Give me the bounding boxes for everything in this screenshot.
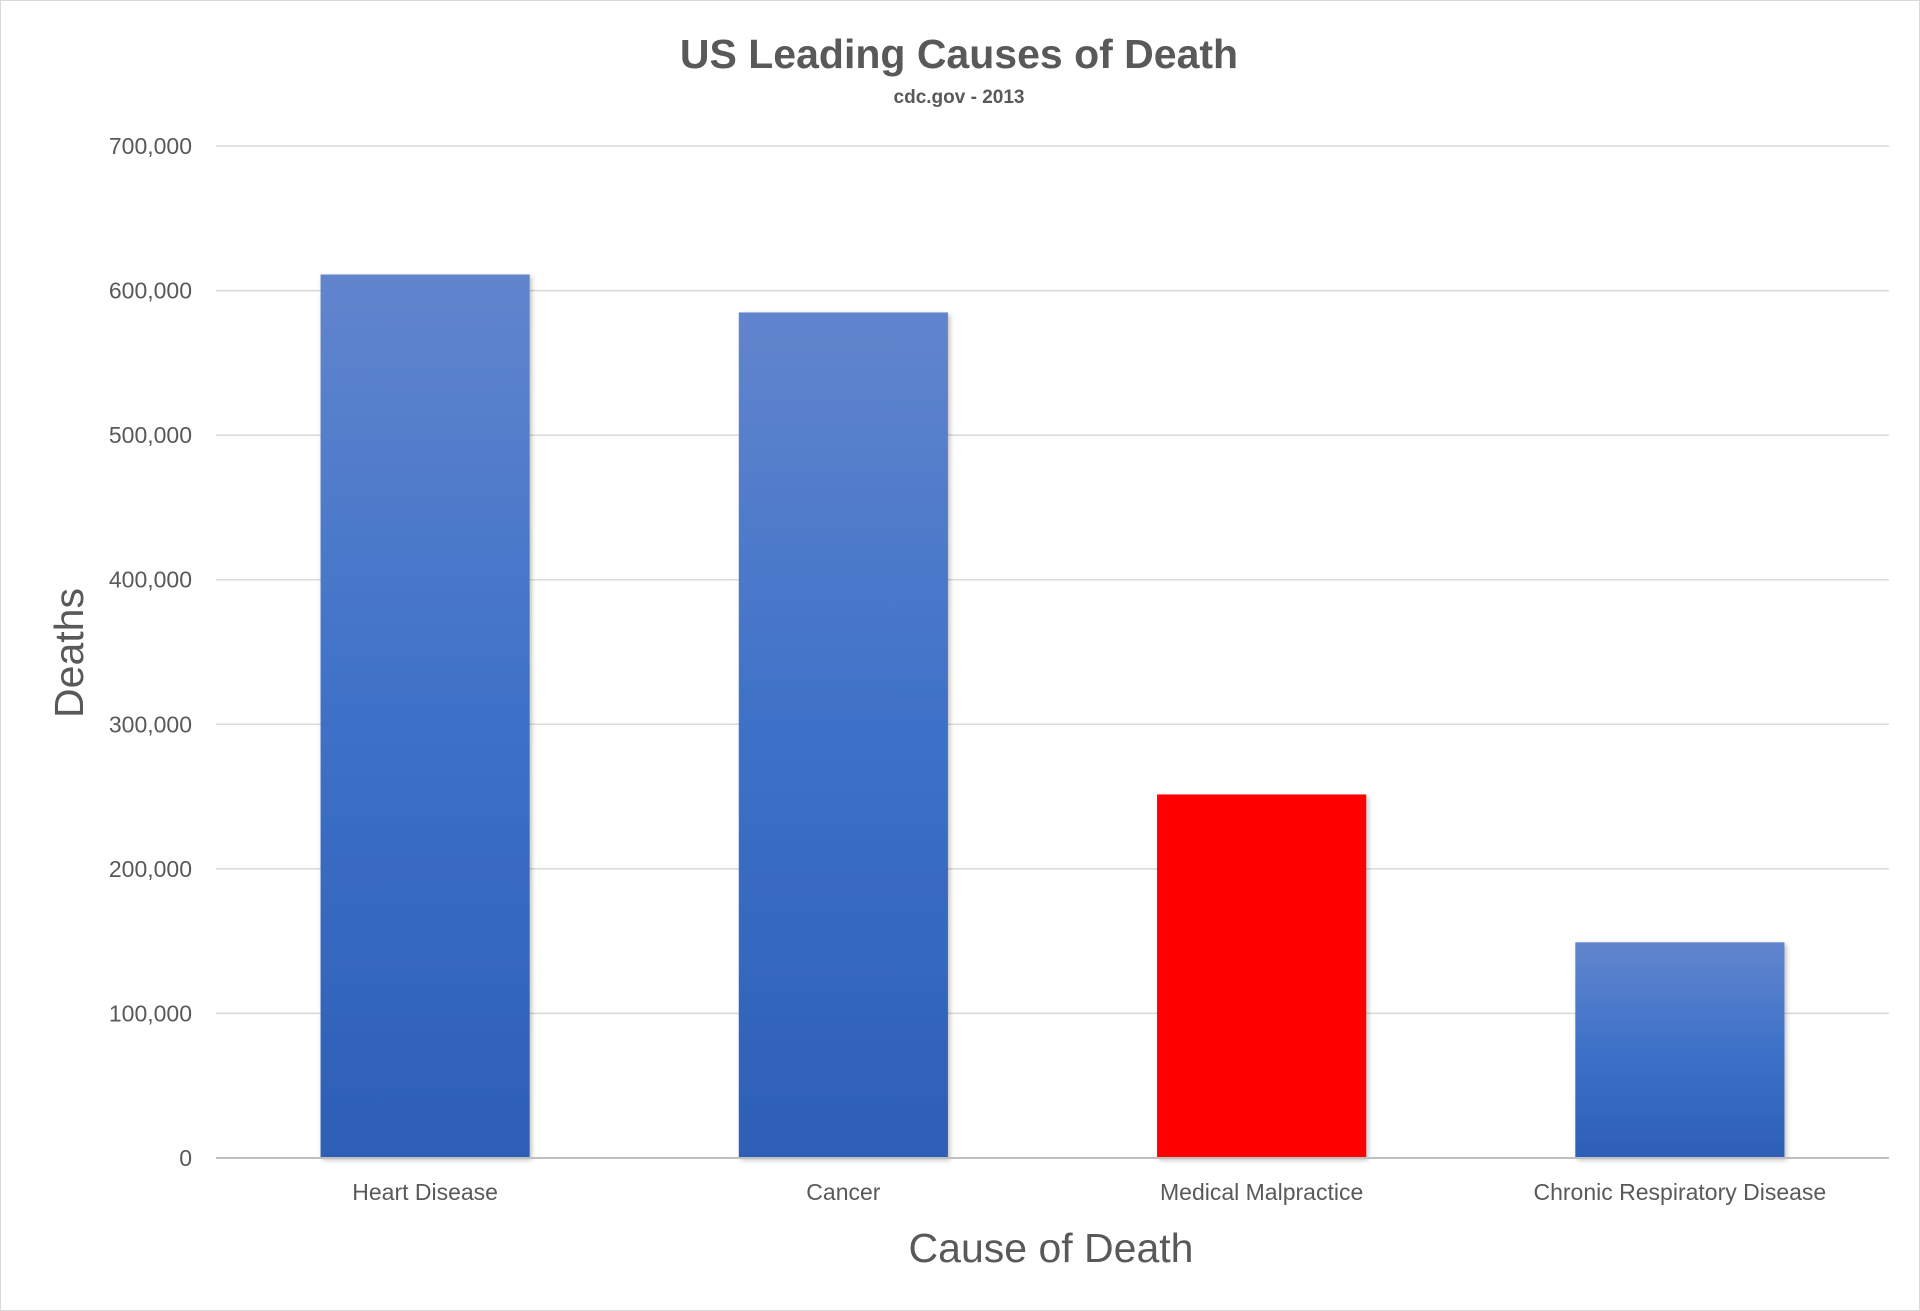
x-tick-label: Heart Disease	[352, 1179, 498, 1205]
y-tick-label: 0	[179, 1145, 192, 1171]
y-tick-label: 300,000	[109, 711, 192, 737]
y-tick-label: 200,000	[109, 856, 192, 882]
y-tick-label: 600,000	[109, 278, 192, 304]
x-tick-label: Chronic Respiratory Disease	[1534, 1179, 1827, 1205]
bar-heart-disease	[320, 274, 530, 1158]
y-tick-label: 400,000	[109, 567, 192, 593]
y-tick-label: 700,000	[109, 133, 192, 159]
bar-cancer	[738, 312, 948, 1158]
bars	[320, 274, 1785, 1158]
y-axis-title: Deaths	[46, 588, 92, 718]
x-axis-ticks: Heart Disease Cancer Medical Malpractice Ch…	[352, 1179, 1826, 1205]
x-tick-label: Cancer	[806, 1179, 880, 1205]
y-tick-label: 500,000	[109, 422, 192, 448]
bar-chronic-respiratory-disease	[1575, 942, 1785, 1158]
bar-medical-malpractice	[1157, 794, 1367, 1158]
y-tick-label: 100,000	[109, 1000, 192, 1026]
y-axis-ticks: 0 100,000 200,000 300,000 400,000 500,000 600,…	[109, 133, 192, 1171]
x-axis-title: Cause of Death	[909, 1225, 1194, 1271]
chart-subtitle: cdc.gov - 2013	[894, 87, 1025, 108]
chart-title: US Leading Causes of Death	[680, 31, 1238, 77]
x-tick-label: Medical Malpractice	[1160, 1179, 1363, 1205]
